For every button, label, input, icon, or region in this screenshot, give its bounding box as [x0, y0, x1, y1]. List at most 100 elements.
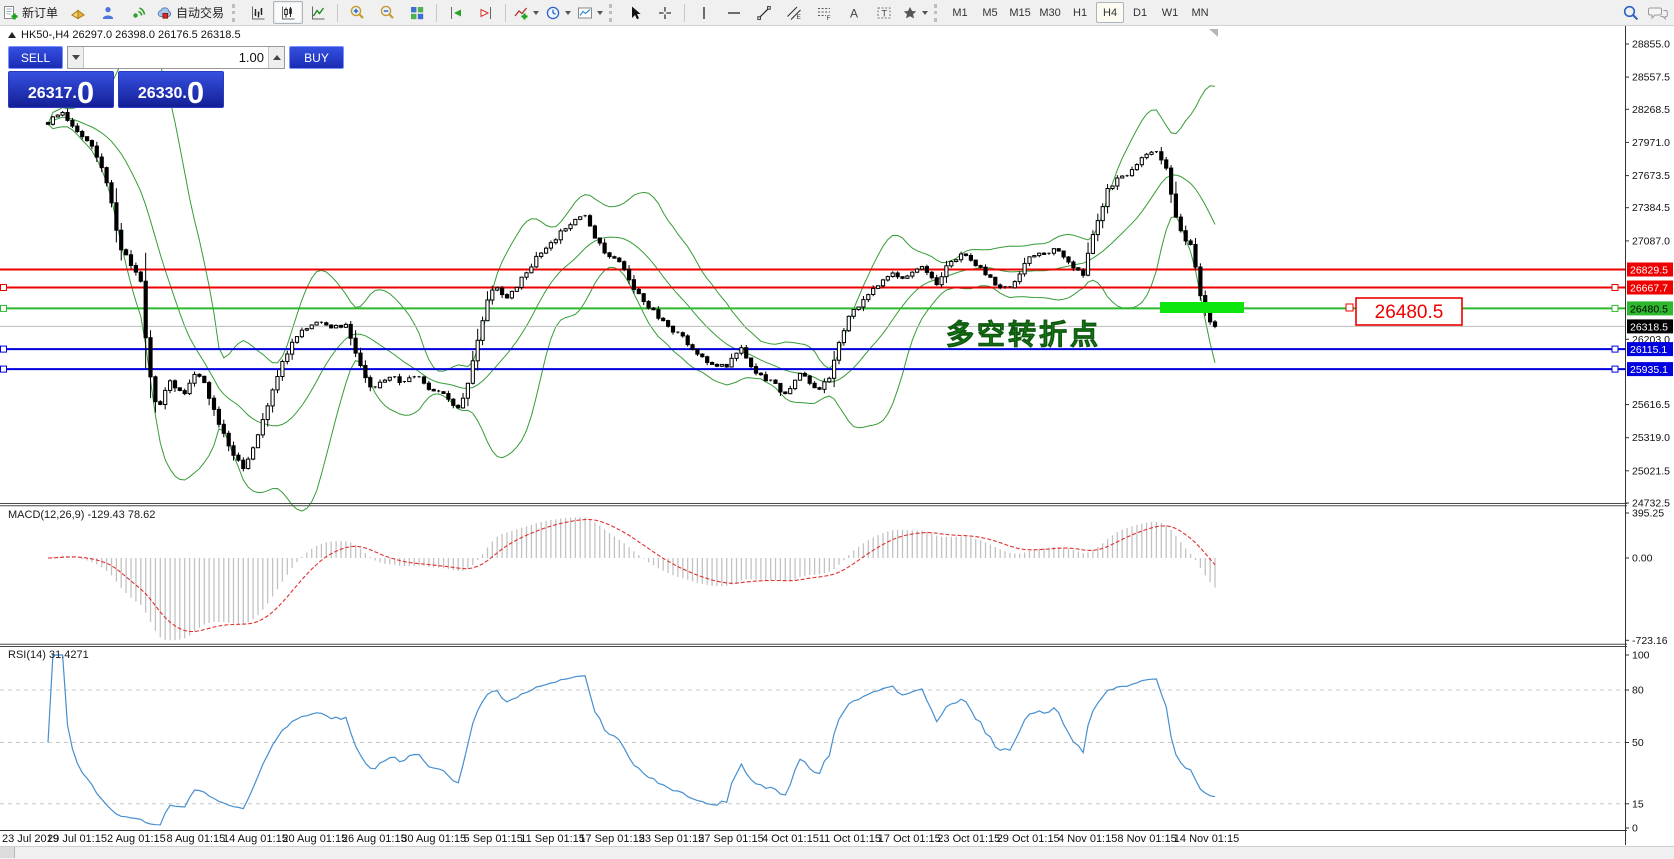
tile-windows-button[interactable]: [402, 1, 432, 24]
candle-body: [949, 261, 954, 267]
cursor-button[interactable]: [620, 1, 650, 24]
timeframe-d1[interactable]: D1: [1133, 6, 1148, 19]
scrollbar-thumb[interactable]: [0, 847, 15, 858]
candle-body: [109, 182, 114, 204]
support-highlight-rect[interactable]: [1160, 302, 1244, 313]
macd-tick-label: 0.00: [1632, 553, 1653, 565]
date-label[interactable]: 4 Nov 01:15: [1058, 833, 1117, 845]
equidistant-channel-button[interactable]: E: [779, 1, 809, 24]
date-label[interactable]: 2 Aug 01:15: [107, 833, 166, 845]
navigator-button[interactable]: [93, 1, 123, 24]
rsi-tick-label: 50: [1632, 737, 1644, 749]
date-label[interactable]: 14 Aug 01:15: [223, 833, 288, 845]
candle-body: [1100, 206, 1105, 222]
sell-button[interactable]: SELL: [8, 46, 63, 69]
candle-body: [265, 405, 270, 421]
buy-price-display[interactable]: 26330. 0: [118, 71, 224, 108]
timeframe-mn[interactable]: MN: [1191, 6, 1209, 19]
search-icon[interactable]: [1622, 4, 1640, 22]
candle-body: [1164, 159, 1169, 169]
horizontal-scrollbar[interactable]: [0, 846, 1674, 859]
line-chart-button[interactable]: [303, 1, 333, 24]
zoom-out-button[interactable]: [372, 1, 402, 24]
text-button[interactable]: A: [839, 1, 869, 24]
timeframe-h4[interactable]: H4: [1096, 2, 1125, 23]
candle-body: [661, 317, 666, 322]
candle-body: [866, 294, 871, 301]
arrows-button[interactable]: [899, 1, 931, 24]
date-label[interactable]: 26 Aug 01:15: [342, 833, 407, 845]
candle-body: [963, 253, 969, 256]
date-label[interactable]: 23 Sep 01:15: [639, 833, 704, 845]
timeframe-w1[interactable]: W1: [1161, 6, 1179, 19]
candle-body: [763, 374, 768, 382]
rsi-tick-label: 80: [1632, 685, 1644, 697]
candle-body: [451, 398, 456, 406]
timeframe-m1[interactable]: M1: [952, 6, 968, 19]
timeframe-m15[interactable]: M15: [1009, 6, 1031, 19]
date-label[interactable]: 17 Oct 01:15: [878, 833, 941, 845]
candle-body: [895, 272, 900, 278]
zoom-in-button[interactable]: [342, 1, 372, 24]
buy-button[interactable]: BUY: [289, 46, 344, 69]
chat-icon[interactable]: [1648, 5, 1668, 21]
auto-scroll-button[interactable]: [471, 1, 501, 24]
fibonacci-button[interactable]: F: [809, 1, 839, 24]
date-label[interactable]: 14 Nov 01:15: [1174, 833, 1239, 845]
autotrading-button[interactable]: 自动交易: [153, 1, 229, 24]
bar-chart-button[interactable]: [243, 1, 273, 24]
price-tick-label: 27087.0: [1632, 235, 1670, 247]
date-label[interactable]: 29 Jul 01:15: [47, 833, 107, 845]
price-tick-label: 25021.5: [1632, 465, 1670, 477]
date-label[interactable]: 11 Sep 01:15: [520, 833, 585, 845]
candle-body: [695, 348, 700, 355]
horizontal-line-button[interactable]: [719, 1, 749, 24]
volume-decrease-button[interactable]: [68, 47, 84, 68]
crosshair-button[interactable]: [650, 1, 680, 24]
timeframe-h1[interactable]: H1: [1073, 6, 1088, 19]
date-label[interactable]: 5 Sep 01:15: [464, 833, 523, 845]
date-label[interactable]: 30 Aug 01:15: [401, 833, 466, 845]
quotes-button[interactable]: [63, 1, 93, 24]
date-label[interactable]: 11 Oct 01:15: [819, 833, 881, 845]
templates-button[interactable]: [574, 1, 606, 24]
indicators-button[interactable]: [510, 1, 542, 24]
text-label-button[interactable]: T: [869, 1, 899, 24]
vertical-line-icon: [703, 6, 705, 19]
periods-button[interactable]: [542, 1, 574, 24]
date-label[interactable]: 17 Sep 01:15: [579, 833, 644, 845]
vertical-line-button[interactable]: [689, 1, 719, 24]
date-label[interactable]: 4 Oct 01:15: [762, 833, 819, 845]
timeframe-m5[interactable]: M5: [982, 6, 998, 19]
candle-body: [602, 242, 607, 254]
candle-body: [407, 377, 412, 383]
date-label[interactable]: 20 Aug 01:15: [282, 833, 347, 845]
candle-body: [558, 230, 563, 241]
candle-body: [421, 376, 427, 384]
new-order-button[interactable]: 新订单: [0, 1, 63, 24]
candle-body: [651, 307, 656, 311]
price-callout-box[interactable]: [1355, 297, 1463, 326]
rsi-tick-label: 0: [1632, 823, 1638, 835]
annotation-text[interactable]: 多空转折点: [946, 318, 1101, 351]
date-label[interactable]: 23 Jul 2019: [2, 833, 59, 845]
trendline-button[interactable]: [749, 1, 779, 24]
signals-button[interactable]: [123, 1, 153, 24]
volume-increase-button[interactable]: [268, 47, 284, 68]
volume-input[interactable]: [84, 47, 268, 68]
date-label[interactable]: 8 Aug 01:15: [167, 833, 226, 845]
candle-body: [1144, 153, 1149, 159]
timeframe-m30[interactable]: M30: [1039, 6, 1061, 19]
date-label[interactable]: 8 Nov 01:15: [1117, 833, 1176, 845]
dropdown-arrow-icon: [922, 10, 929, 15]
candle-body: [1012, 281, 1017, 289]
sell-price-display[interactable]: 26317. 0: [8, 71, 114, 108]
date-label[interactable]: 23 Oct 01:15: [937, 833, 1000, 845]
candlestick-chart-button[interactable]: [273, 1, 304, 24]
date-label[interactable]: 29 Oct 01:15: [997, 833, 1060, 845]
candle-body: [846, 315, 851, 332]
collapse-panel-icon[interactable]: [8, 32, 16, 38]
chart-shift-button[interactable]: [441, 1, 471, 24]
date-label[interactable]: 27 Sep 01:15: [698, 833, 763, 845]
